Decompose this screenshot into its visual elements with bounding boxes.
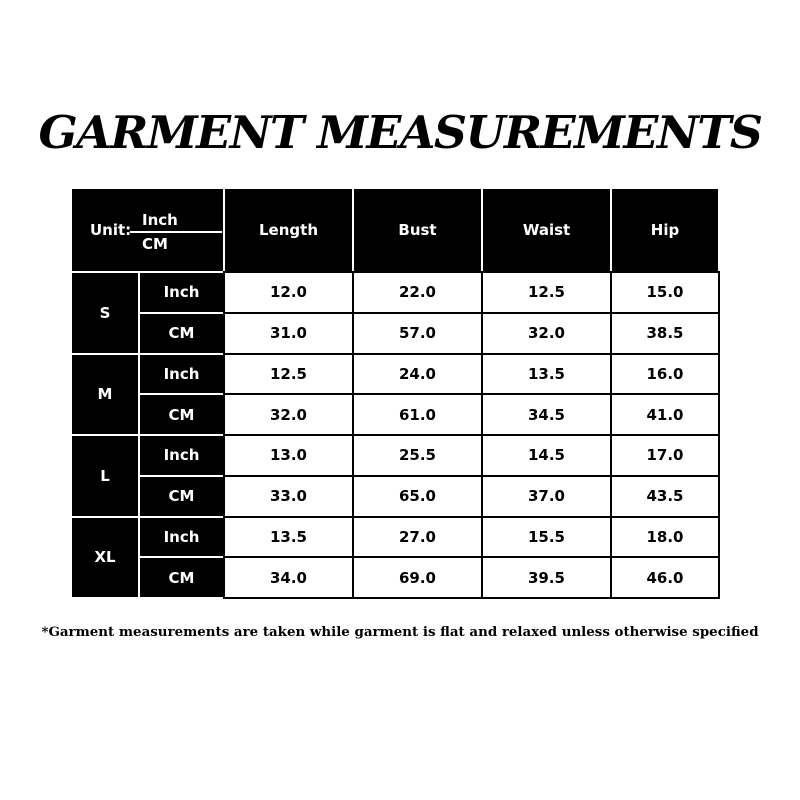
footnote: *Garment measurements are taken while ga… — [41, 624, 759, 640]
table-cell: 37.0 — [481, 474, 612, 518]
unit-label: CM — [140, 313, 223, 353]
table-cell: 13.5 — [223, 515, 354, 559]
column-header-bust: Bust — [354, 189, 481, 271]
table-cell: 46.0 — [610, 556, 720, 599]
table-cell: 31.0 — [223, 311, 354, 355]
unit-header-cell: Unit: Inch CM — [72, 189, 223, 271]
unit-label: Unit: — [90, 221, 132, 239]
unit-label: CM — [140, 476, 223, 516]
table-cell: 61.0 — [352, 393, 483, 436]
table-cell: 16.0 — [610, 352, 720, 396]
size-label: M — [72, 354, 138, 434]
size-label: S — [72, 273, 138, 353]
table-cell: 27.0 — [352, 515, 483, 559]
column-header-length: Length — [225, 189, 352, 271]
table-cell: 32.0 — [223, 393, 354, 436]
unit-label: CM — [140, 558, 223, 597]
size-label: XL — [72, 517, 138, 597]
unit-label: Inch — [140, 273, 223, 312]
size-label: L — [72, 436, 138, 516]
table-cell: 43.5 — [610, 474, 720, 518]
table-cell: 13.0 — [223, 434, 354, 477]
table-cell: 33.0 — [223, 474, 354, 518]
unit-inch-label: Inch — [142, 211, 178, 229]
unit-cm-label: CM — [142, 235, 168, 253]
table-cell: 38.5 — [610, 311, 720, 355]
table-cell: 25.5 — [352, 434, 483, 477]
table-cell: 34.5 — [481, 393, 612, 436]
table-cell: 15.0 — [610, 271, 720, 314]
unit-label: Inch — [140, 517, 223, 557]
measurement-table: Unit: Inch CM Length Bust Waist Hip S Inc… — [72, 189, 720, 599]
table-cell: 12.0 — [223, 271, 354, 314]
unit-label: CM — [140, 395, 223, 434]
table-cell: 18.0 — [610, 515, 720, 559]
table-cell: 39.5 — [481, 556, 612, 599]
page-title: GARMENT MEASUREMENTS — [38, 106, 763, 159]
column-header-hip: Hip — [612, 189, 718, 271]
table-cell: 12.5 — [223, 352, 354, 396]
table-cell: 65.0 — [352, 474, 483, 518]
table-cell: 15.5 — [481, 515, 612, 559]
table-cell: 24.0 — [352, 352, 483, 396]
unit-label: Inch — [140, 436, 223, 475]
unit-divider — [130, 231, 222, 233]
table-cell: 13.5 — [481, 352, 612, 396]
table-cell: 12.5 — [481, 271, 612, 314]
table-cell: 32.0 — [481, 311, 612, 355]
table-cell: 17.0 — [610, 434, 720, 477]
table-cell: 69.0 — [352, 556, 483, 599]
unit-label: Inch — [140, 354, 223, 394]
column-header-waist: Waist — [483, 189, 610, 271]
table-cell: 41.0 — [610, 393, 720, 436]
table-cell: 34.0 — [223, 556, 354, 599]
table-cell: 57.0 — [352, 311, 483, 355]
table-cell: 14.5 — [481, 434, 612, 477]
table-cell: 22.0 — [352, 271, 483, 314]
